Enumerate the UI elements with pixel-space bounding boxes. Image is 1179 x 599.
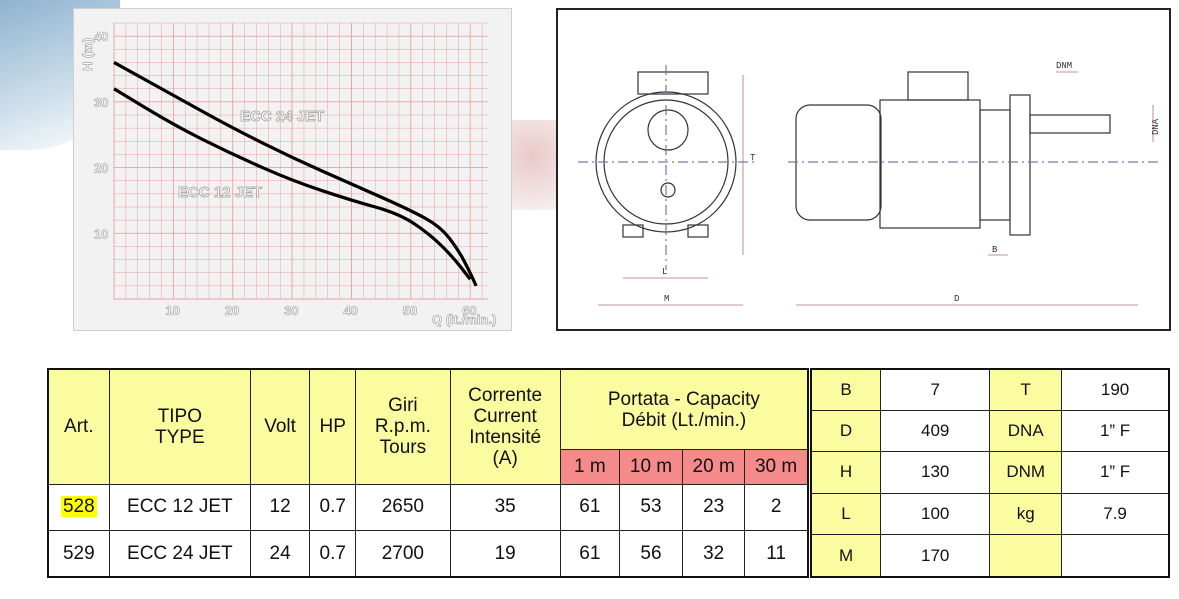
header-height-20m: 20 m (682, 449, 746, 485)
dim-key: L (810, 492, 882, 536)
cell-hp: 0.7 (309, 483, 357, 532)
dim-value: 7.9 (1061, 492, 1170, 536)
dim-key: B (810, 368, 882, 411)
dim-key (989, 534, 1063, 578)
dim-value: 170 (880, 534, 991, 578)
dim-key: M (810, 534, 882, 578)
cell-capacity-20m: 23 (682, 483, 746, 532)
y-tick-label: 40 (94, 29, 108, 44)
dim-value: 130 (880, 451, 991, 494)
cell-tipo: ECC 24 JET (108, 530, 252, 578)
cell-volt: 12 (250, 483, 311, 532)
x-tick-label: 40 (343, 303, 357, 318)
dim-label-l: L (662, 267, 667, 277)
x-axis-label: Q (lt./min.) (432, 312, 496, 327)
dim-label-m: M (664, 294, 669, 304)
header-art: Art. (47, 368, 110, 485)
cell-capacity-10m: 53 (618, 483, 684, 532)
table-row: L 100 kg 7.9 (810, 492, 1170, 536)
curve-label-ecc24: ECC 24 JET (240, 108, 324, 125)
dim-value: 409 (880, 409, 991, 453)
pump-dimension-drawing: T L M B D DNM DNA (578, 61, 1161, 306)
dim-label-t: T (750, 153, 756, 163)
y-tick-label: 10 (94, 226, 108, 241)
dim-label-dnm: DNM (1056, 61, 1072, 71)
dim-label-dna: DNA (1151, 118, 1161, 135)
dim-key: DNM (989, 451, 1063, 494)
header-portata: Portata - Capacity Débit (Lt./min.) (559, 368, 809, 451)
dim-label-b: B (992, 245, 998, 255)
header-height-30m: 30 m (744, 449, 809, 485)
table-row: B 7 T 190 (810, 368, 1170, 411)
header-height-10m: 10 m (618, 449, 684, 485)
dim-label-d: D (954, 294, 959, 304)
x-tick-label: 50 (403, 303, 417, 318)
header-hp: HP (309, 368, 357, 485)
highlighted-art-number: 528 (60, 496, 97, 518)
pump-front-view (578, 65, 758, 270)
cell-giri: 2650 (355, 483, 451, 532)
cell-hp: 0.7 (309, 530, 357, 578)
cell-capacity-30m: 11 (744, 530, 809, 578)
dim-key: kg (989, 492, 1063, 536)
header-volt: Volt (250, 368, 311, 485)
dim-key: DNA (989, 409, 1063, 453)
series-line-ecc24 (113, 61, 478, 287)
x-tick-label: 10 (165, 303, 179, 318)
dim-key: T (989, 368, 1063, 411)
header-height-1m: 1 m (559, 449, 620, 485)
y-tick-label: 20 (94, 161, 108, 176)
cell-capacity-1m: 61 (559, 530, 620, 578)
pump-side-view (788, 71, 1158, 236)
cell-capacity-10m: 56 (618, 530, 684, 578)
y-axis-label: H (m) (80, 38, 95, 71)
table-row: H 130 DNM 1” F (810, 451, 1170, 494)
dim-value: 7 (880, 368, 991, 411)
header-corrente: Corrente Current Intensité (A) (449, 368, 561, 485)
cell-capacity-20m: 32 (682, 530, 746, 578)
curve-label-ecc12: ECC 12 JET (178, 184, 262, 201)
dim-value: 100 (880, 492, 991, 536)
header-giri: Giri R.p.m. Tours (355, 368, 451, 485)
cell-corrente: 35 (449, 483, 561, 532)
cell-capacity-1m: 61 (559, 483, 620, 532)
header-tipo: TIPO TYPE (108, 368, 252, 485)
cell-corrente: 19 (449, 530, 561, 578)
table-row: 528 ECC 12 JET 12 0.7 2650 35 61 53 23 2 (47, 483, 809, 532)
x-tick-label: 30 (284, 303, 298, 318)
dimension-table: B 7 T 190 D 409 DNA 1” F H 130 DNM 1” F … (810, 368, 1170, 578)
cell-tipo: ECC 12 JET (108, 483, 252, 532)
dim-value: 1” F (1061, 451, 1170, 494)
x-tick-label: 60 (462, 303, 476, 318)
table-row: M 170 (810, 534, 1170, 578)
cell-capacity-30m: 2 (744, 483, 809, 532)
technical-drawing-panel: T L M B D DNM DNA (556, 8, 1171, 331)
pump-spec-table: Art. TIPO TYPE Volt HP Giri R.p.m. Tours Co… (47, 368, 809, 578)
dim-value (1061, 534, 1170, 578)
series-line-ecc12 (113, 87, 472, 281)
cell-giri: 2700 (355, 530, 451, 578)
x-tick-label: 20 (225, 303, 239, 318)
cell-volt: 24 (250, 530, 311, 578)
dim-value: 190 (1061, 368, 1170, 411)
table-row: 529 ECC 24 JET 24 0.7 2700 19 61 56 32 1… (47, 530, 809, 578)
dim-value: 1” F (1061, 409, 1170, 453)
dim-key: D (810, 409, 882, 453)
dim-key: H (810, 451, 882, 494)
cell-art: 528 (47, 483, 110, 532)
table-row: D 409 DNA 1” F (810, 409, 1170, 453)
cell-art: 529 (47, 530, 110, 578)
y-tick-label: 30 (94, 95, 108, 110)
performance-chart-panel: 10 20 30 40 10 20 30 40 50 60 H (m) Q (lt./min.) … (73, 8, 512, 331)
